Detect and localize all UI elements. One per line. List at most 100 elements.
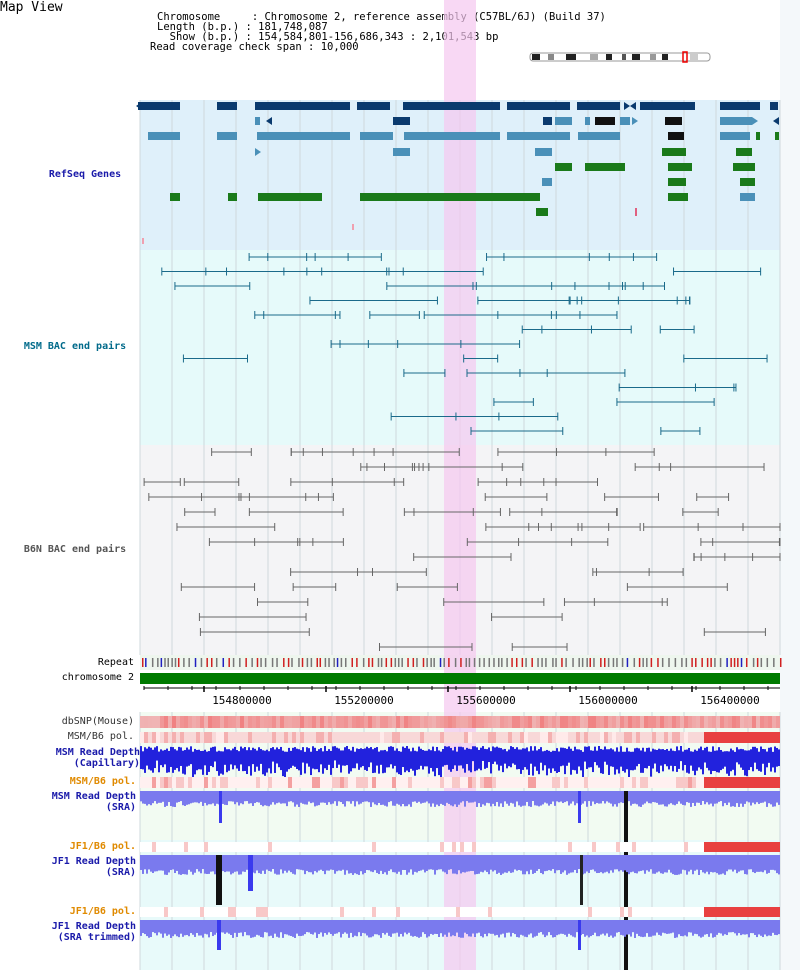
depth-bar	[388, 746, 390, 768]
depth-bar	[182, 920, 184, 937]
heat-cell	[728, 907, 732, 917]
depth-bar	[732, 920, 734, 933]
heat-cell	[716, 732, 720, 743]
depth-bar	[262, 855, 264, 871]
heat-cell	[444, 777, 448, 788]
heat-cell	[760, 732, 764, 743]
depth-bar	[206, 855, 208, 875]
heat-cell	[624, 842, 628, 852]
depth-bar	[574, 746, 576, 771]
depth-bar	[168, 920, 170, 935]
depth-bar	[580, 750, 582, 771]
repeat-element	[151, 658, 154, 667]
depth-bar	[240, 791, 242, 804]
depth-bar	[586, 746, 588, 769]
depth-bar	[500, 920, 502, 935]
depth-bar	[552, 855, 554, 870]
depth-bar	[528, 855, 530, 875]
depth-bar	[414, 855, 416, 872]
gene-feature	[720, 117, 752, 125]
heat-cell	[688, 842, 692, 852]
depth-bar	[282, 855, 284, 874]
heat-cell	[320, 777, 324, 788]
depth-bar	[444, 746, 446, 766]
gene-feature	[668, 193, 688, 201]
depth-bar	[730, 791, 732, 807]
depth-bar	[544, 855, 546, 872]
heat-cell	[624, 732, 628, 743]
heat-cell	[228, 907, 232, 917]
heat-cell	[396, 716, 400, 728]
heat-cell	[712, 716, 716, 728]
depth-bar	[310, 791, 312, 804]
heat-cell	[356, 777, 360, 788]
depth-bar	[142, 855, 144, 874]
heat-cell	[376, 716, 380, 728]
depth-bar	[724, 920, 726, 935]
depth-bar	[322, 751, 324, 774]
depth-bar	[624, 855, 626, 871]
repeat-element	[589, 658, 591, 667]
depth-bar	[374, 920, 376, 935]
depth-bar	[412, 920, 414, 937]
heat-cell	[388, 716, 392, 728]
depth-bar	[170, 746, 172, 767]
depth-bar	[352, 791, 354, 802]
heat-cell	[208, 716, 212, 728]
depth-bar	[368, 855, 370, 871]
depth-bar	[294, 747, 296, 767]
depth-bar	[226, 855, 228, 872]
depth-bar	[430, 920, 432, 934]
heat-cell	[244, 732, 248, 743]
heat-cell	[720, 732, 724, 743]
depth-bar	[330, 750, 332, 775]
msm-depth-sra-line2: (SRA)	[105, 802, 136, 813]
heat-cell	[348, 732, 352, 743]
depth-bar	[586, 791, 588, 807]
depth-bar	[172, 791, 174, 807]
heat-cell	[452, 716, 456, 728]
depth-bar	[210, 747, 212, 766]
depth-bar	[686, 855, 688, 875]
depth-bar	[168, 791, 170, 803]
heat-cell	[748, 842, 752, 852]
heat-cell	[356, 732, 360, 743]
depth-bar	[726, 791, 728, 806]
heat-cell	[620, 907, 624, 917]
depth-bar	[432, 791, 434, 804]
depth-bar	[574, 791, 576, 806]
depth-bar	[412, 855, 414, 875]
depth-bar	[478, 791, 480, 804]
depth-bar	[158, 791, 160, 803]
depth-bar	[340, 920, 342, 938]
depth-bar	[408, 791, 410, 805]
heat-cell	[392, 732, 396, 743]
gene-arrow	[266, 117, 272, 125]
heat-cell	[164, 716, 168, 728]
heat-cell	[224, 777, 228, 788]
depth-bar	[324, 791, 326, 803]
gene-marker	[142, 238, 144, 244]
depth-bar	[596, 855, 598, 874]
repeat-element	[316, 658, 319, 667]
heat-cell	[772, 842, 776, 852]
depth-bar	[266, 920, 268, 933]
depth-bar	[588, 920, 590, 938]
heat-cell	[260, 777, 264, 788]
heat-cell	[540, 907, 544, 917]
repeat-element	[301, 658, 304, 667]
gene-feature	[577, 102, 620, 110]
depth-bar	[528, 920, 530, 935]
heat-cell	[712, 842, 716, 852]
heat-cell	[140, 732, 144, 743]
heat-cell	[580, 842, 584, 852]
heat-cell	[276, 842, 280, 852]
depth-bar	[486, 920, 488, 937]
heat-cell	[600, 907, 604, 917]
heat-cell	[292, 842, 296, 852]
depth-bar	[240, 920, 242, 933]
depth-bar	[650, 920, 652, 937]
depth-bar	[740, 855, 742, 871]
depth-bar	[712, 920, 714, 938]
